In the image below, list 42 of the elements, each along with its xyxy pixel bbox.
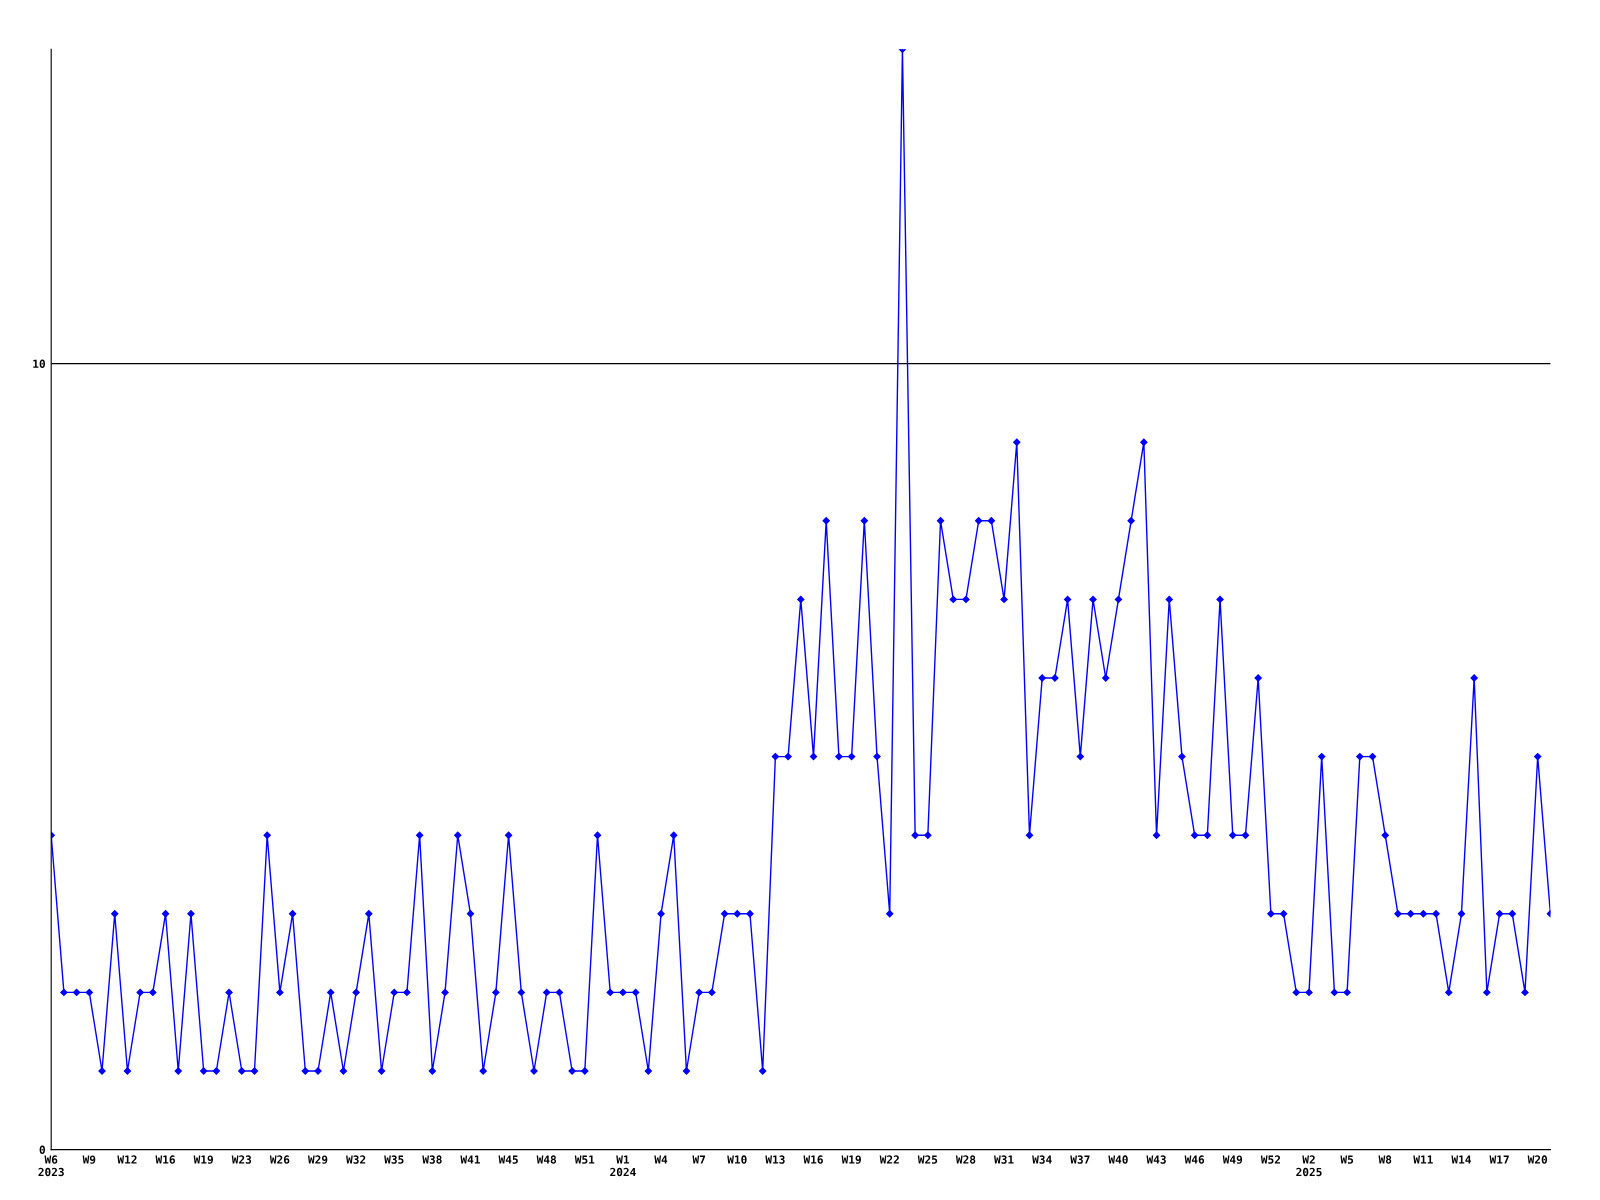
- x-tick-label: W6 2023: [38, 1155, 64, 1177]
- x-tick-label: W48: [536, 1155, 557, 1164]
- x-tick-label: W40: [1108, 1155, 1128, 1164]
- x-tick-label: W19: [193, 1155, 213, 1164]
- x-tick-label: W52: [1260, 1155, 1280, 1164]
- x-tick-label: W41: [460, 1155, 480, 1164]
- x-tick-label: W2 2025: [1296, 1155, 1322, 1177]
- x-tick-label: W19: [841, 1155, 861, 1164]
- x-tick-label: W43: [1146, 1155, 1166, 1164]
- x-tick-label: W20: [1527, 1155, 1548, 1164]
- x-tick-label: W9: [82, 1155, 96, 1164]
- y-tick-label: 0: [39, 1145, 45, 1154]
- x-tick-label: W8: [1378, 1155, 1392, 1164]
- x-tick-label: W1 2024: [610, 1155, 636, 1177]
- x-tick-label: W23: [231, 1155, 252, 1164]
- x-tick-label: W26: [269, 1155, 290, 1164]
- x-tick-label: W16: [803, 1155, 823, 1164]
- x-tick-label: W14: [1451, 1155, 1471, 1164]
- x-tick-label: W38: [422, 1155, 442, 1164]
- x-tick-label: W49: [1222, 1155, 1243, 1164]
- x-tick-label: W28: [955, 1155, 976, 1164]
- x-tick-label: W7: [692, 1155, 706, 1164]
- x-tick-label: W17: [1489, 1155, 1509, 1164]
- x-tick-label: W51: [574, 1155, 595, 1164]
- x-tick-label: W31: [994, 1155, 1014, 1164]
- x-tick-label: W22: [879, 1155, 899, 1164]
- x-tick-label: W11: [1413, 1155, 1433, 1164]
- x-tick-label: W4: [654, 1155, 668, 1164]
- x-tick-label: W5: [1340, 1155, 1354, 1164]
- y-tick-label: 10: [33, 359, 45, 368]
- x-tick-label: W32: [346, 1155, 366, 1164]
- x-tick-label: W34: [1032, 1155, 1052, 1164]
- x-tick-label: W10: [727, 1155, 747, 1164]
- x-tick-label: W13: [765, 1155, 785, 1164]
- x-tick-label: W35: [384, 1155, 404, 1164]
- x-tick-label: W29: [307, 1155, 328, 1164]
- x-tick-label: W45: [498, 1155, 518, 1164]
- x-tick-label: W25: [917, 1155, 938, 1164]
- x-tick-label: W37: [1070, 1155, 1090, 1164]
- x-tick-label: W16: [155, 1155, 175, 1164]
- x-tick-label: W12: [117, 1155, 137, 1164]
- x-tick-label: W46: [1184, 1155, 1205, 1164]
